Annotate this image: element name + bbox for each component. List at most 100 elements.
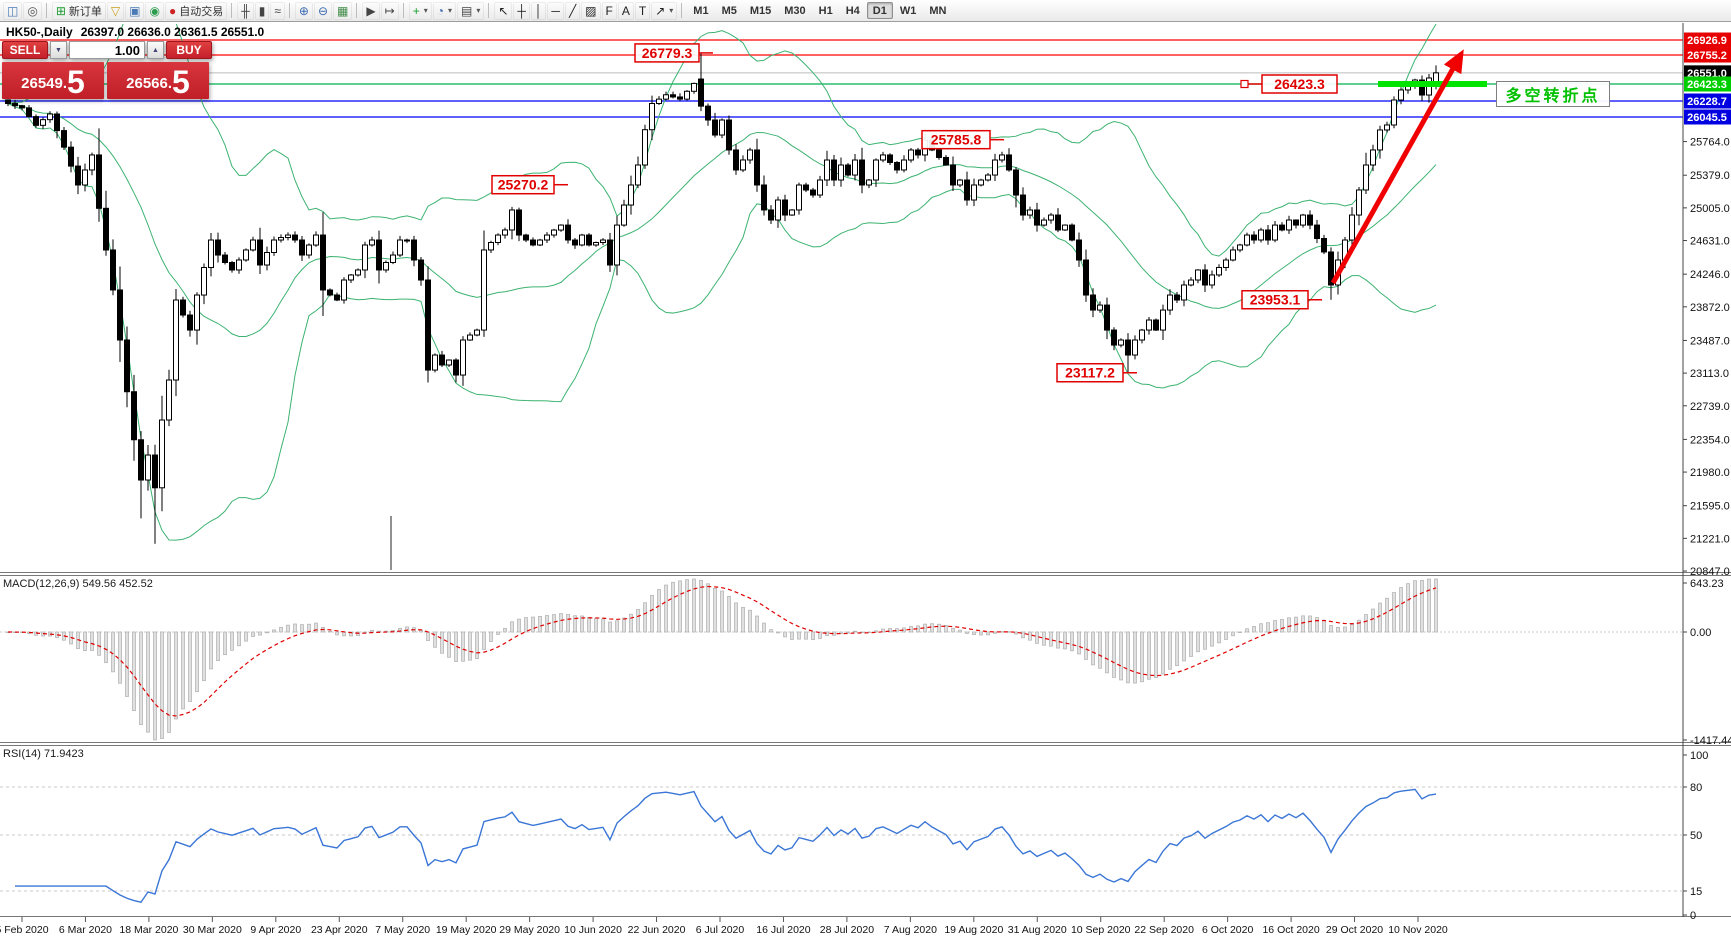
svg-text:7 Aug 2020: 7 Aug 2020 [884, 924, 937, 936]
price-label[interactable] [491, 174, 555, 195]
timeframe-d1[interactable]: D1 [866, 2, 893, 19]
autotrading-button[interactable]: ● 自动交易 [164, 1, 228, 20]
terminal-icon[interactable]: ▣ [125, 1, 145, 20]
timeframe-m5[interactable]: M5 [716, 2, 743, 19]
volume-decrease-button[interactable]: ▼ [50, 41, 67, 59]
autotrading-button-label: 自动交易 [179, 5, 224, 18]
bollinger-middle-band [7, 103, 1437, 337]
signal-icon[interactable]: ◉ [145, 1, 164, 20]
svg-text:23872.0: 23872.0 [1690, 302, 1730, 314]
buy-button[interactable]: BUY [166, 41, 212, 59]
date-axis: 5 Feb 2020 6 Mar 2020 18 Mar 2020 30 Mar 20… [0, 917, 1448, 936]
timeframe-m30[interactable]: M30 [778, 2, 811, 19]
line-chart-icon[interactable]: ≈ [270, 1, 285, 20]
zoom-in-icon[interactable]: ⊕ [294, 1, 313, 20]
candlestick-chart-icon[interactable]: ▮ [254, 1, 270, 20]
svg-text:29 May 2020: 29 May 2020 [499, 924, 560, 936]
bar-chart-icon[interactable]: ╫ [237, 1, 254, 20]
styler-icon[interactable]: ▽ [106, 1, 125, 20]
symbol-period: HK50-,Daily [6, 25, 73, 39]
svg-text:22 Sep 2020: 22 Sep 2020 [1134, 924, 1194, 936]
window-icon[interactable]: ◫ [3, 1, 23, 20]
bar-chart-icon-glyph: ╫ [241, 3, 250, 18]
sell-price-tile[interactable]: 26549. 5 [2, 62, 104, 99]
zoom-out-icon-glyph: ⊖ [317, 3, 329, 18]
timeframe-w1[interactable]: W1 [894, 2, 923, 19]
toolbar-separator [356, 3, 358, 18]
fibonacci-button[interactable]: F [601, 1, 617, 20]
highlight-trendline[interactable] [1378, 81, 1487, 88]
svg-text:7 May 2020: 7 May 2020 [375, 924, 430, 936]
arrows-button[interactable]: ↗ ▾ [651, 1, 678, 20]
svg-text:26423.3: 26423.3 [1687, 79, 1727, 91]
search-icon[interactable]: ◎ [23, 1, 42, 20]
svg-text:31 Aug 2020: 31 Aug 2020 [1008, 924, 1067, 936]
svg-text:100: 100 [1690, 750, 1708, 762]
timeframe-mn[interactable]: MN [923, 2, 952, 19]
svg-text:15: 15 [1690, 886, 1702, 898]
add-indicator-glyph: + [412, 3, 420, 18]
price-label[interactable] [921, 129, 991, 150]
tile-windows-icon[interactable]: ▦ [333, 1, 353, 20]
trendline-button[interactable]: ╱ [564, 1, 581, 20]
timeframe-m1[interactable]: M1 [687, 2, 714, 19]
trendline-glyph: ╱ [568, 3, 577, 18]
bollinger-bands [7, 24, 1437, 541]
chart-shift-icon-glyph: ↦ [384, 3, 395, 18]
svg-text:19 Aug 2020: 19 Aug 2020 [944, 924, 1003, 936]
search-icon-glyph: ◎ [27, 3, 38, 18]
auto-scroll-icon[interactable]: ▶ [362, 1, 380, 20]
trend-arrow[interactable] [1330, 49, 1464, 285]
chevron-down-icon: ▾ [447, 6, 452, 15]
window-icon-glyph: ◫ [7, 3, 19, 18]
rsi-indicator-label: RSI(14) 71.9423 [3, 748, 84, 760]
volume-input[interactable] [69, 41, 145, 59]
svg-text:643.23: 643.23 [1690, 578, 1724, 590]
price-label[interactable] [634, 43, 700, 63]
vertical-line-button[interactable]: │ [530, 1, 547, 20]
period-glyph: ◔ [436, 3, 444, 18]
svg-text:-1417.44: -1417.44 [1690, 735, 1731, 747]
toolbar-separator [288, 3, 290, 18]
volume-increase-button[interactable]: ▲ [147, 41, 164, 59]
zoom-out-icon[interactable]: ⊖ [313, 1, 333, 20]
price-label[interactable] [1056, 362, 1124, 383]
svg-text:25785.8: 25785.8 [931, 132, 982, 148]
period-button[interactable]: ◔ ▾ [432, 1, 456, 20]
candles [5, 52, 1439, 544]
sell-button[interactable]: SELL [2, 41, 48, 59]
terminal-icon-glyph: ▣ [129, 3, 141, 18]
auto-scroll-icon-glyph: ▶ [366, 3, 376, 18]
svg-text:25270.2: 25270.2 [498, 177, 549, 193]
svg-text:50: 50 [1690, 830, 1702, 842]
timeframe-m15[interactable]: M15 [744, 2, 777, 19]
chevron-down-icon: ▾ [669, 6, 674, 15]
fibonacci-glyph: F [605, 3, 613, 18]
text-button[interactable]: A [617, 1, 634, 20]
price-label[interactable] [1261, 74, 1338, 94]
note-box[interactable]: 多空转折点 [1496, 81, 1610, 107]
add-indicator-button[interactable]: + ▾ [408, 1, 432, 20]
main-toolbar: ◫ ◎ ⊞ 新订单 ▽ ▣ ◉ ● 自动交易 ╫ ▮ ≈ ⊕ ⊖ ▦ ▶ ↦ + ▾ ◔ ▾ ▤ ▾ ↖ ┼ │ ─ ╱ ▨ F A T ↗ ▾ M… [0, 0, 1731, 22]
svg-text:26779.3: 26779.3 [642, 45, 693, 61]
buy-price-tile[interactable]: 26566. 5 [107, 62, 209, 99]
timeframe-h1[interactable]: H1 [813, 2, 839, 19]
cursor-button[interactable]: ↖ [494, 1, 513, 20]
crosshair-glyph: ┼ [517, 3, 526, 18]
text-label-button[interactable]: T [634, 1, 651, 20]
svg-text:6 Oct 2020: 6 Oct 2020 [1202, 924, 1254, 936]
equidistant-channel-button[interactable]: ▨ [581, 1, 601, 20]
tile-windows-icon-glyph: ▦ [337, 3, 349, 18]
new-order-button[interactable]: ⊞ 新订单 [51, 1, 106, 20]
chart-shift-icon[interactable]: ↦ [380, 1, 399, 20]
svg-text:6 Mar 2020: 6 Mar 2020 [59, 924, 112, 936]
horizontal-line-button[interactable]: ─ [547, 1, 564, 20]
price-label[interactable] [1241, 289, 1309, 310]
timeframe-h4[interactable]: H4 [840, 2, 866, 19]
template-button[interactable]: ▤ ▾ [456, 1, 485, 20]
buy-price-main: 26566 [126, 75, 168, 92]
svg-text:18 Mar 2020: 18 Mar 2020 [119, 924, 178, 936]
crosshair-button[interactable]: ┼ [513, 1, 530, 20]
new-order-glyph: ⊞ [55, 3, 66, 18]
